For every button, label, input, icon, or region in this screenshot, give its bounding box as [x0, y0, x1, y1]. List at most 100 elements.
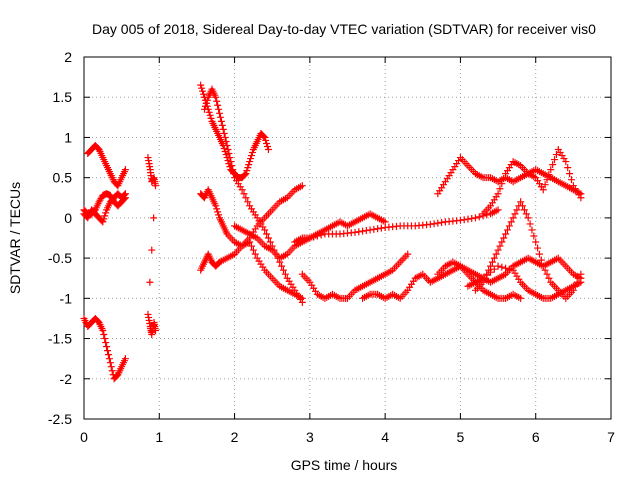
data-point-marker — [528, 226, 536, 234]
data-point-marker — [220, 129, 228, 137]
data-point-marker — [500, 234, 508, 242]
data-points — [80, 81, 585, 383]
data-point-marker — [225, 150, 233, 158]
data-point-marker — [240, 190, 248, 198]
data-point-marker — [434, 219, 442, 227]
y-tick-label: -2 — [60, 371, 73, 387]
data-point-marker — [248, 242, 256, 250]
series-track-h — [197, 182, 306, 250]
data-point-marker — [430, 220, 438, 228]
data-point-marker — [213, 205, 221, 213]
data-point-marker — [212, 93, 220, 101]
data-point-marker — [198, 84, 206, 92]
data-point-marker — [456, 216, 464, 224]
series-track-q — [471, 198, 585, 302]
data-point-marker — [148, 246, 156, 254]
x-tick-label: 5 — [457, 429, 465, 445]
data-point-marker — [215, 211, 223, 219]
x-tick-label: 0 — [80, 429, 88, 445]
data-point-marker — [475, 213, 483, 221]
y-tick-label: 2 — [64, 49, 72, 65]
data-point-marker — [100, 331, 108, 339]
data-point-marker — [374, 225, 382, 233]
axis-ticks — [83, 56, 612, 420]
data-point-marker — [247, 155, 255, 163]
y-tick-label: -0.5 — [48, 250, 72, 266]
data-point-marker — [494, 262, 502, 270]
data-point-marker — [242, 194, 250, 202]
data-point-marker — [522, 210, 530, 218]
data-point-marker — [280, 266, 288, 274]
data-point-marker — [498, 238, 506, 246]
data-point-marker — [229, 166, 237, 174]
data-point-marker — [101, 212, 109, 220]
x-tick-label: 3 — [306, 429, 314, 445]
data-point-marker — [471, 214, 479, 222]
data-point-marker — [216, 109, 224, 117]
series-track-m — [291, 206, 502, 246]
data-point-marker — [549, 161, 557, 169]
data-point-marker — [245, 161, 253, 169]
data-point-marker — [377, 224, 385, 232]
data-point-marker — [460, 216, 468, 224]
data-point-marker — [404, 250, 412, 258]
data-point-marker — [203, 96, 211, 104]
data-point-marker — [524, 214, 532, 222]
data-point-marker — [502, 230, 510, 238]
data-point-marker — [513, 206, 521, 214]
y-tick-label: -1 — [60, 290, 73, 306]
data-point-marker — [539, 186, 547, 194]
data-point-marker — [227, 158, 235, 166]
series-track-c — [80, 190, 129, 218]
data-point-marker — [503, 226, 511, 234]
data-point-marker — [577, 270, 585, 278]
data-point-marker — [228, 162, 236, 170]
data-point-marker — [212, 202, 220, 210]
data-point-marker — [298, 294, 306, 302]
data-point-marker — [205, 108, 213, 116]
data-point-marker — [103, 343, 111, 351]
data-point-marker — [362, 227, 370, 235]
data-point-marker — [562, 158, 570, 166]
data-point-marker — [241, 171, 249, 179]
data-point-marker — [537, 256, 545, 264]
data-point-marker — [278, 262, 286, 270]
y-tick-label: -2.5 — [48, 411, 72, 427]
x-tick-label: 1 — [155, 429, 163, 445]
data-point-marker — [99, 327, 107, 335]
data-point-marker — [355, 228, 363, 236]
data-point-marker — [100, 215, 108, 223]
series-track-e — [144, 154, 160, 339]
data-point-marker — [248, 152, 256, 160]
data-point-marker — [266, 238, 274, 246]
y-axis-label: SDTVAR / TECUs — [7, 182, 23, 294]
data-point-marker — [242, 170, 250, 178]
data-point-marker — [249, 246, 257, 254]
data-point-marker — [105, 355, 113, 363]
data-point-marker — [243, 167, 251, 175]
data-point-marker — [251, 250, 259, 258]
data-point-marker — [244, 164, 252, 172]
data-point-marker — [564, 164, 572, 172]
data-point-marker — [545, 171, 553, 179]
data-point-marker — [207, 114, 215, 122]
data-point-marker — [464, 215, 472, 223]
data-point-marker — [488, 258, 496, 266]
data-point-marker — [104, 351, 112, 359]
data-point-marker — [487, 268, 495, 276]
chart-title: Day 005 of 2018, Sidereal Day-to-day VTE… — [92, 21, 596, 37]
data-point-marker — [201, 102, 209, 110]
data-point-marker — [317, 231, 325, 239]
data-point-marker — [261, 133, 269, 141]
y-tick-label: 1 — [64, 129, 72, 145]
data-point-marker — [551, 156, 559, 164]
data-point-marker — [545, 274, 553, 282]
data-point-marker — [261, 226, 269, 234]
data-point-marker — [552, 151, 560, 159]
data-point-marker — [539, 262, 547, 270]
data-point-marker — [566, 170, 574, 178]
data-point-marker — [532, 238, 540, 246]
data-point-marker — [215, 105, 223, 113]
data-point-marker — [490, 254, 498, 262]
data-point-marker — [102, 339, 110, 347]
